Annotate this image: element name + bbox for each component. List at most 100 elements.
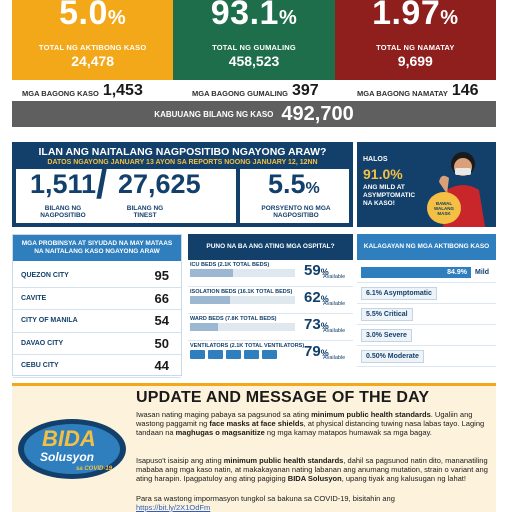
new-recovered: MGA BAGONG GUMALING 397 — [192, 82, 319, 100]
province-name: DAVAO CITY — [21, 339, 64, 347]
status-row-critical: 5.5% Critical — [357, 304, 496, 325]
positivity-boxes: 1,511 / 27,625 BILANG NG NAGPOSITIBO BILA… — [16, 163, 349, 223]
province-name: CITY OF MANILA — [21, 317, 78, 325]
bed-row-isolation: ISOLATION BEDS (16.1K TOTAL BEDS) 62% Av… — [188, 287, 353, 314]
new-cases-value: 1,453 — [102, 82, 143, 99]
new-deaths-value: 146 — [451, 82, 479, 99]
deaths-value: 9,699 — [397, 53, 433, 69]
active-cases-percent: 5.0% — [59, 0, 127, 32]
bed-usage-bar — [190, 269, 295, 277]
update-paragraph-1: Iwasan nating maging pabaya sa pagsunod … — [136, 410, 485, 437]
province-count: 50 — [154, 335, 169, 351]
status-mild-value: 84.9% — [361, 266, 471, 278]
top-provinces-header: MGA PROBINSYA AT SIYUDAD NA MAY MATAAS N… — [13, 235, 181, 261]
bed-available-percent: 59% — [304, 262, 329, 279]
vaccine-info-link[interactable]: https://bit.ly/2X1OdFm — [136, 503, 211, 512]
update-title: UPDATE AND MESSAGE OF THE DAY — [136, 389, 430, 406]
province-name: CEBU CITY — [21, 362, 59, 370]
bed-available-label: Available — [323, 355, 346, 361]
bida-solusyon-logo: BIDA Solusyon sa COVID-19 — [16, 416, 128, 482]
total-cases-bar: KABUUANG BILANG NG KASO 492,700 — [12, 101, 496, 127]
province-count: 95 — [154, 268, 169, 284]
bed-row-icu: ICU BEDS (2.1K TOTAL BEDS) 59% Available — [188, 260, 353, 287]
promo-line-1: HALOS — [363, 156, 388, 163]
status-mild-label: Mild — [475, 268, 489, 276]
bed-usage-fill — [190, 296, 230, 304]
deaths-card: 1.97% TOTAL NG NAMATAY 9,699 — [334, 0, 496, 80]
ventilator-icon — [208, 350, 223, 359]
divider-slash: / — [96, 163, 108, 207]
bida-logo-shape — [18, 419, 126, 479]
active-cases-card: 5.0% TOTAL NG AKTIBONG KASO 24,478 — [12, 0, 174, 80]
bed-available-percent: 62% — [304, 289, 329, 306]
bed-available-percent: 73% — [304, 316, 329, 333]
status-row-severe: 3.0% Severe — [357, 325, 496, 346]
bed-usage-bar — [190, 296, 295, 304]
ventilator-icons — [190, 350, 277, 359]
new-deaths: MGA BAGONG NAMATAY 146 — [357, 82, 479, 100]
province-row: CITY OF MANILA 54 — [13, 310, 181, 333]
mild-cases-promo: HALOS 91.0% ANG MILD AT ASYMPTOMATIC NA … — [357, 142, 496, 227]
status-row-mild: 84.9% Mild — [357, 262, 496, 283]
bed-label: ICU BEDS (2.1K TOTAL BEDS) — [190, 262, 270, 268]
update-paragraph-3: Para sa wastong impormasyon tungkol sa b… — [136, 494, 395, 512]
deaths-percent: 1.97% — [372, 0, 459, 32]
positive-caption: BILANG NG NAGPOSITIBO — [40, 205, 86, 219]
bed-usage-fill — [190, 269, 234, 277]
province-count: 44 — [154, 358, 169, 374]
active-cases-label: TOTAL NG AKTIBONG KASO — [38, 43, 147, 52]
bed-usage-bar — [190, 323, 295, 331]
recovered-label: TOTAL NG GUMALING — [212, 43, 296, 52]
province-row: CEBU CITY 44 — [13, 355, 181, 378]
recovered-value: 458,523 — [228, 53, 280, 69]
positivity-panel: ILAN ANG NAITALANG NAGPOSITIBO NGAYONG A… — [12, 142, 353, 227]
positivity-rate: 5.5% — [268, 169, 320, 199]
hospital-beds-header: PUNO NA BA ANG ATING MGA OSPITAL? — [188, 234, 353, 260]
province-row: QUEZON CITY 95 — [13, 265, 181, 288]
active-cases-value: 24,478 — [71, 53, 115, 69]
bed-available-label: Available — [323, 328, 346, 334]
positivity-rate-box: 5.5% PORSYENTO NG MGA NAGPOSITIBO — [240, 169, 349, 223]
bed-label: ISOLATION BEDS (16.1K TOTAL BEDS) — [190, 289, 293, 295]
bed-available-label: Available — [323, 274, 346, 280]
ventilator-icon — [226, 350, 241, 359]
recovered-percent: 93.1% — [210, 0, 298, 32]
status-moderate-value: 0.50% Moderate — [361, 349, 424, 363]
province-row: DAVAO CITY 50 — [13, 333, 181, 355]
positive-count: 1,511 — [30, 169, 97, 199]
total-cases-value: 492,700 — [281, 102, 354, 125]
status-asymptomatic-value: 6.1% Asymptomatic — [361, 286, 437, 300]
bed-row-ventilators: VENTILATORS (2.1K TOTAL VENTILATORS) 79%… — [188, 341, 353, 368]
mask-badge: BAWAL WALANG MASK — [427, 192, 461, 224]
active-status-panel: KALAGAYAN NG MGA AKTIBONG KASO 84.9% Mil… — [357, 234, 496, 376]
status-row-moderate: 0.50% Moderate — [357, 346, 496, 367]
new-recovered-label: MGA BAGONG GUMALING — [192, 89, 288, 98]
positive-tested-box: 1,511 / 27,625 BILANG NG NAGPOSITIBO BILA… — [16, 163, 236, 223]
province-name: CAVITE — [21, 294, 47, 302]
bida-logo-tag: sa COVID-19 — [76, 466, 113, 472]
new-cases: MGA BAGONG KASO 1,453 — [22, 82, 143, 100]
province-name: QUEZON CITY — [21, 272, 69, 280]
bed-row-ward: WARD BEDS (7.8K TOTAL BEDS) 73% Availabl… — [188, 314, 353, 341]
province-row: CAVITE 66 — [13, 288, 181, 310]
new-cases-label: MGA BAGONG KASO — [22, 89, 99, 98]
recovered-card: 93.1% TOTAL NG GUMALING 458,523 — [173, 0, 335, 80]
promo-percent: 91.0% — [363, 166, 403, 182]
bed-available-label: Available — [323, 301, 346, 307]
stats-row: 5.0% TOTAL NG AKTIBONG KASO 24,478 93.1%… — [12, 0, 496, 80]
status-critical-value: 5.5% Critical — [361, 307, 413, 321]
bed-label: WARD BEDS (7.8K TOTAL BEDS) — [190, 316, 277, 322]
hospital-beds-panel: PUNO NA BA ANG ATING MGA OSPITAL? ICU BE… — [188, 234, 353, 376]
ventilator-icon — [262, 350, 277, 359]
tested-count: 27,625 — [118, 169, 201, 199]
province-count: 54 — [154, 313, 169, 329]
positivity-question: ILAN ANG NAITALANG NAGPOSITIBO NGAYONG A… — [38, 146, 327, 158]
status-severe-value: 3.0% Severe — [361, 328, 412, 342]
update-paragraph-2: Isapuso't isaisip ang ating minimum publ… — [136, 456, 488, 483]
promo-line-3: ANG MILD AT ASYMPTOMATIC NA KASO! — [363, 184, 416, 207]
top-provinces-panel: MGA PROBINSYA AT SIYUDAD NA MAY MATAAS N… — [12, 234, 182, 378]
active-status-header: KALAGAYAN NG MGA AKTIBONG KASO — [357, 234, 496, 260]
province-count: 66 — [154, 290, 169, 306]
total-cases-label: KABUUANG BILANG NG KASO — [154, 109, 274, 119]
positivity-rate-caption: PORSYENTO NG MGA NAGPOSITIBO — [261, 205, 331, 219]
